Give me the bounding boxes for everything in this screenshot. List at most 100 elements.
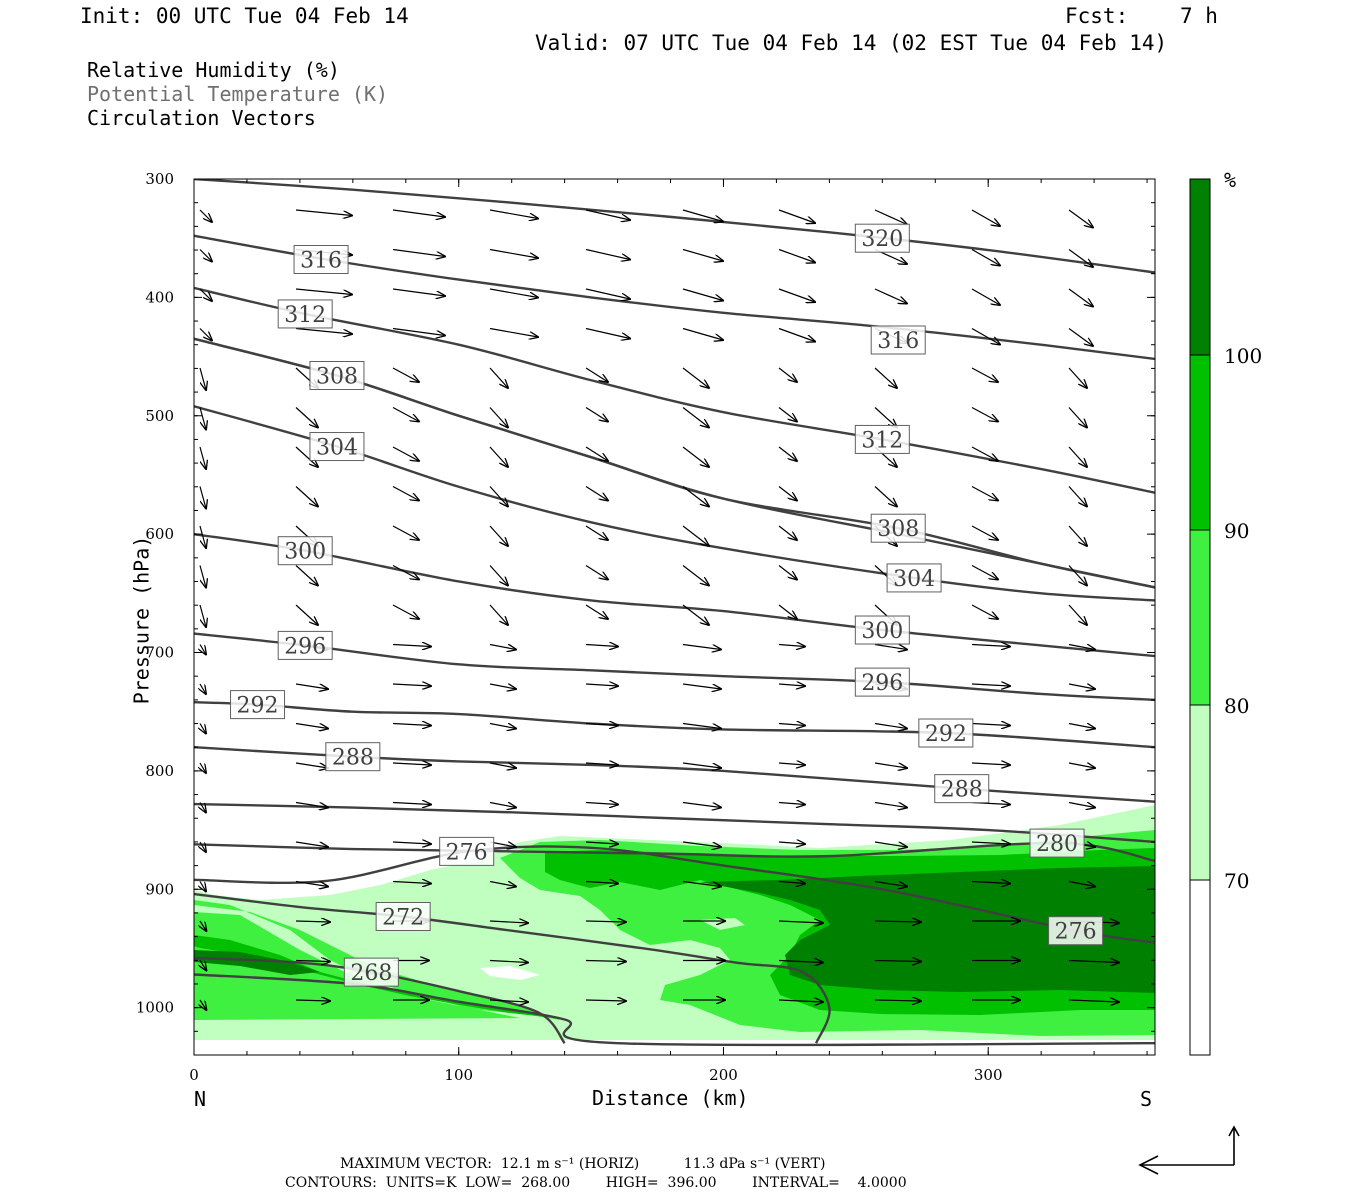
vector-arrow bbox=[874, 880, 907, 887]
vector-arrow bbox=[585, 485, 608, 501]
theta-contour-300 bbox=[194, 532, 1155, 658]
vector-arrow bbox=[585, 564, 608, 580]
vector-arrow bbox=[778, 604, 797, 619]
vector-arrow bbox=[199, 328, 212, 341]
vector-arrow bbox=[200, 683, 206, 694]
vector-arrow bbox=[199, 288, 212, 301]
valid-time: Valid: 07 UTC Tue 04 Feb 14 (02 EST Tue … bbox=[535, 31, 1168, 55]
reference-vector bbox=[1138, 1125, 1240, 1175]
vector-arrow bbox=[778, 288, 815, 302]
theta-label-box bbox=[230, 690, 286, 720]
theta-label-276: 276 bbox=[446, 840, 488, 865]
colorbar-band-under bbox=[1189, 879, 1211, 1056]
vector-arrow bbox=[778, 1000, 823, 1002]
vector-arrow bbox=[874, 921, 921, 922]
vector-arrow bbox=[585, 248, 630, 260]
x-tick-label: 0 bbox=[189, 1066, 199, 1084]
colorbar-band-70 bbox=[1189, 704, 1211, 881]
vector-arrow bbox=[778, 842, 805, 844]
vector-arrow bbox=[489, 486, 508, 507]
y-tick-label: 800 bbox=[145, 762, 174, 780]
vector-arrow bbox=[295, 921, 330, 922]
theta-label-296: 296 bbox=[284, 634, 326, 659]
vector-arrow bbox=[971, 564, 998, 580]
vector-arrow bbox=[585, 882, 618, 884]
theta-label-288: 288 bbox=[941, 778, 983, 803]
vector-arrow bbox=[874, 288, 907, 304]
theta-label-316: 316 bbox=[300, 248, 342, 273]
vector-arrow bbox=[1068, 328, 1093, 347]
theta-label-288: 288 bbox=[332, 746, 374, 771]
theta-label-304: 304 bbox=[893, 567, 935, 592]
theta-label-box bbox=[439, 836, 495, 866]
theta-contour-276 bbox=[194, 845, 1155, 944]
theta-contour-292 bbox=[194, 701, 1155, 749]
rh-region-90 bbox=[194, 935, 555, 1018]
vector-arrow bbox=[200, 762, 206, 773]
theta-label-box bbox=[325, 742, 381, 772]
rh-region-100 bbox=[700, 866, 1155, 993]
vector-arrow bbox=[682, 722, 721, 729]
vector-arrow bbox=[200, 841, 206, 852]
footer-max-vector: MAXIMUM VECTOR: 12.1 m s⁻¹ (HORIZ) 11.3 … bbox=[340, 1156, 826, 1172]
vector-arrow bbox=[874, 209, 907, 225]
vector-arrow bbox=[971, 842, 1010, 844]
vector-arrow bbox=[682, 446, 709, 467]
vector-arrow bbox=[392, 209, 445, 217]
vector-arrow bbox=[392, 367, 419, 382]
colorbar-unit: % bbox=[1224, 168, 1237, 192]
vector-arrow bbox=[778, 209, 815, 223]
vector-arrow bbox=[585, 684, 618, 686]
theta-label-box bbox=[854, 424, 910, 454]
vector-arrow bbox=[682, 209, 723, 222]
vector-arrow bbox=[489, 684, 516, 689]
theta-label-300: 300 bbox=[284, 540, 326, 565]
vector-arrow bbox=[971, 485, 998, 501]
vector-arrow bbox=[489, 407, 508, 428]
vector-arrow bbox=[682, 880, 721, 887]
x-tick-label: 300 bbox=[974, 1066, 1003, 1084]
vector-arrow bbox=[1068, 367, 1087, 388]
theta-label-box bbox=[309, 432, 365, 462]
vector-arrow bbox=[1068, 407, 1087, 428]
vector-arrow bbox=[1068, 604, 1087, 625]
vector-arrow bbox=[682, 683, 721, 689]
vector-arrow bbox=[874, 407, 897, 428]
theta-contour-272 bbox=[194, 892, 831, 1044]
theta-label-300: 300 bbox=[861, 619, 903, 644]
vector-arrow bbox=[392, 645, 431, 647]
vector-arrow bbox=[778, 486, 797, 501]
theta-label-box bbox=[870, 513, 926, 543]
vector-arrow bbox=[585, 406, 608, 422]
axes-layer: 0 100 200 300 300 400 500 600 700 800 900 1000 bbox=[136, 170, 1155, 1084]
vector-arrow bbox=[874, 486, 897, 507]
vector-arrow bbox=[585, 1000, 626, 1001]
theta-label-box bbox=[277, 630, 333, 660]
vector-arrow bbox=[682, 288, 723, 301]
rh-fill-layer bbox=[194, 805, 1155, 1040]
vector-arrow bbox=[199, 486, 206, 509]
vector-arrow bbox=[295, 565, 318, 586]
y-axis-label: Pressure (hPa) bbox=[129, 535, 154, 705]
vector-arrow bbox=[295, 683, 328, 689]
circulation-vectors-layer bbox=[199, 209, 1119, 1010]
vector-arrow bbox=[971, 367, 998, 382]
vector-arrow bbox=[489, 327, 538, 338]
colorbar-label: 70 bbox=[1224, 869, 1249, 893]
vector-arrow bbox=[585, 763, 618, 765]
vector-arrow bbox=[1068, 525, 1087, 546]
vector-arrow bbox=[971, 604, 998, 619]
vector-arrow bbox=[489, 724, 516, 729]
vector-arrow bbox=[489, 248, 538, 259]
vector-arrow bbox=[295, 486, 318, 507]
legend-vectors: Circulation Vectors bbox=[87, 106, 316, 130]
vector-arrow bbox=[392, 406, 419, 422]
vector-arrow bbox=[295, 1000, 330, 1001]
vector-arrow bbox=[682, 801, 721, 808]
vector-arrow bbox=[585, 724, 618, 726]
vector-arrow bbox=[778, 724, 805, 726]
vector-arrow bbox=[971, 684, 1010, 686]
vector-arrow bbox=[682, 604, 709, 625]
theta-contour-284 bbox=[194, 802, 1155, 844]
